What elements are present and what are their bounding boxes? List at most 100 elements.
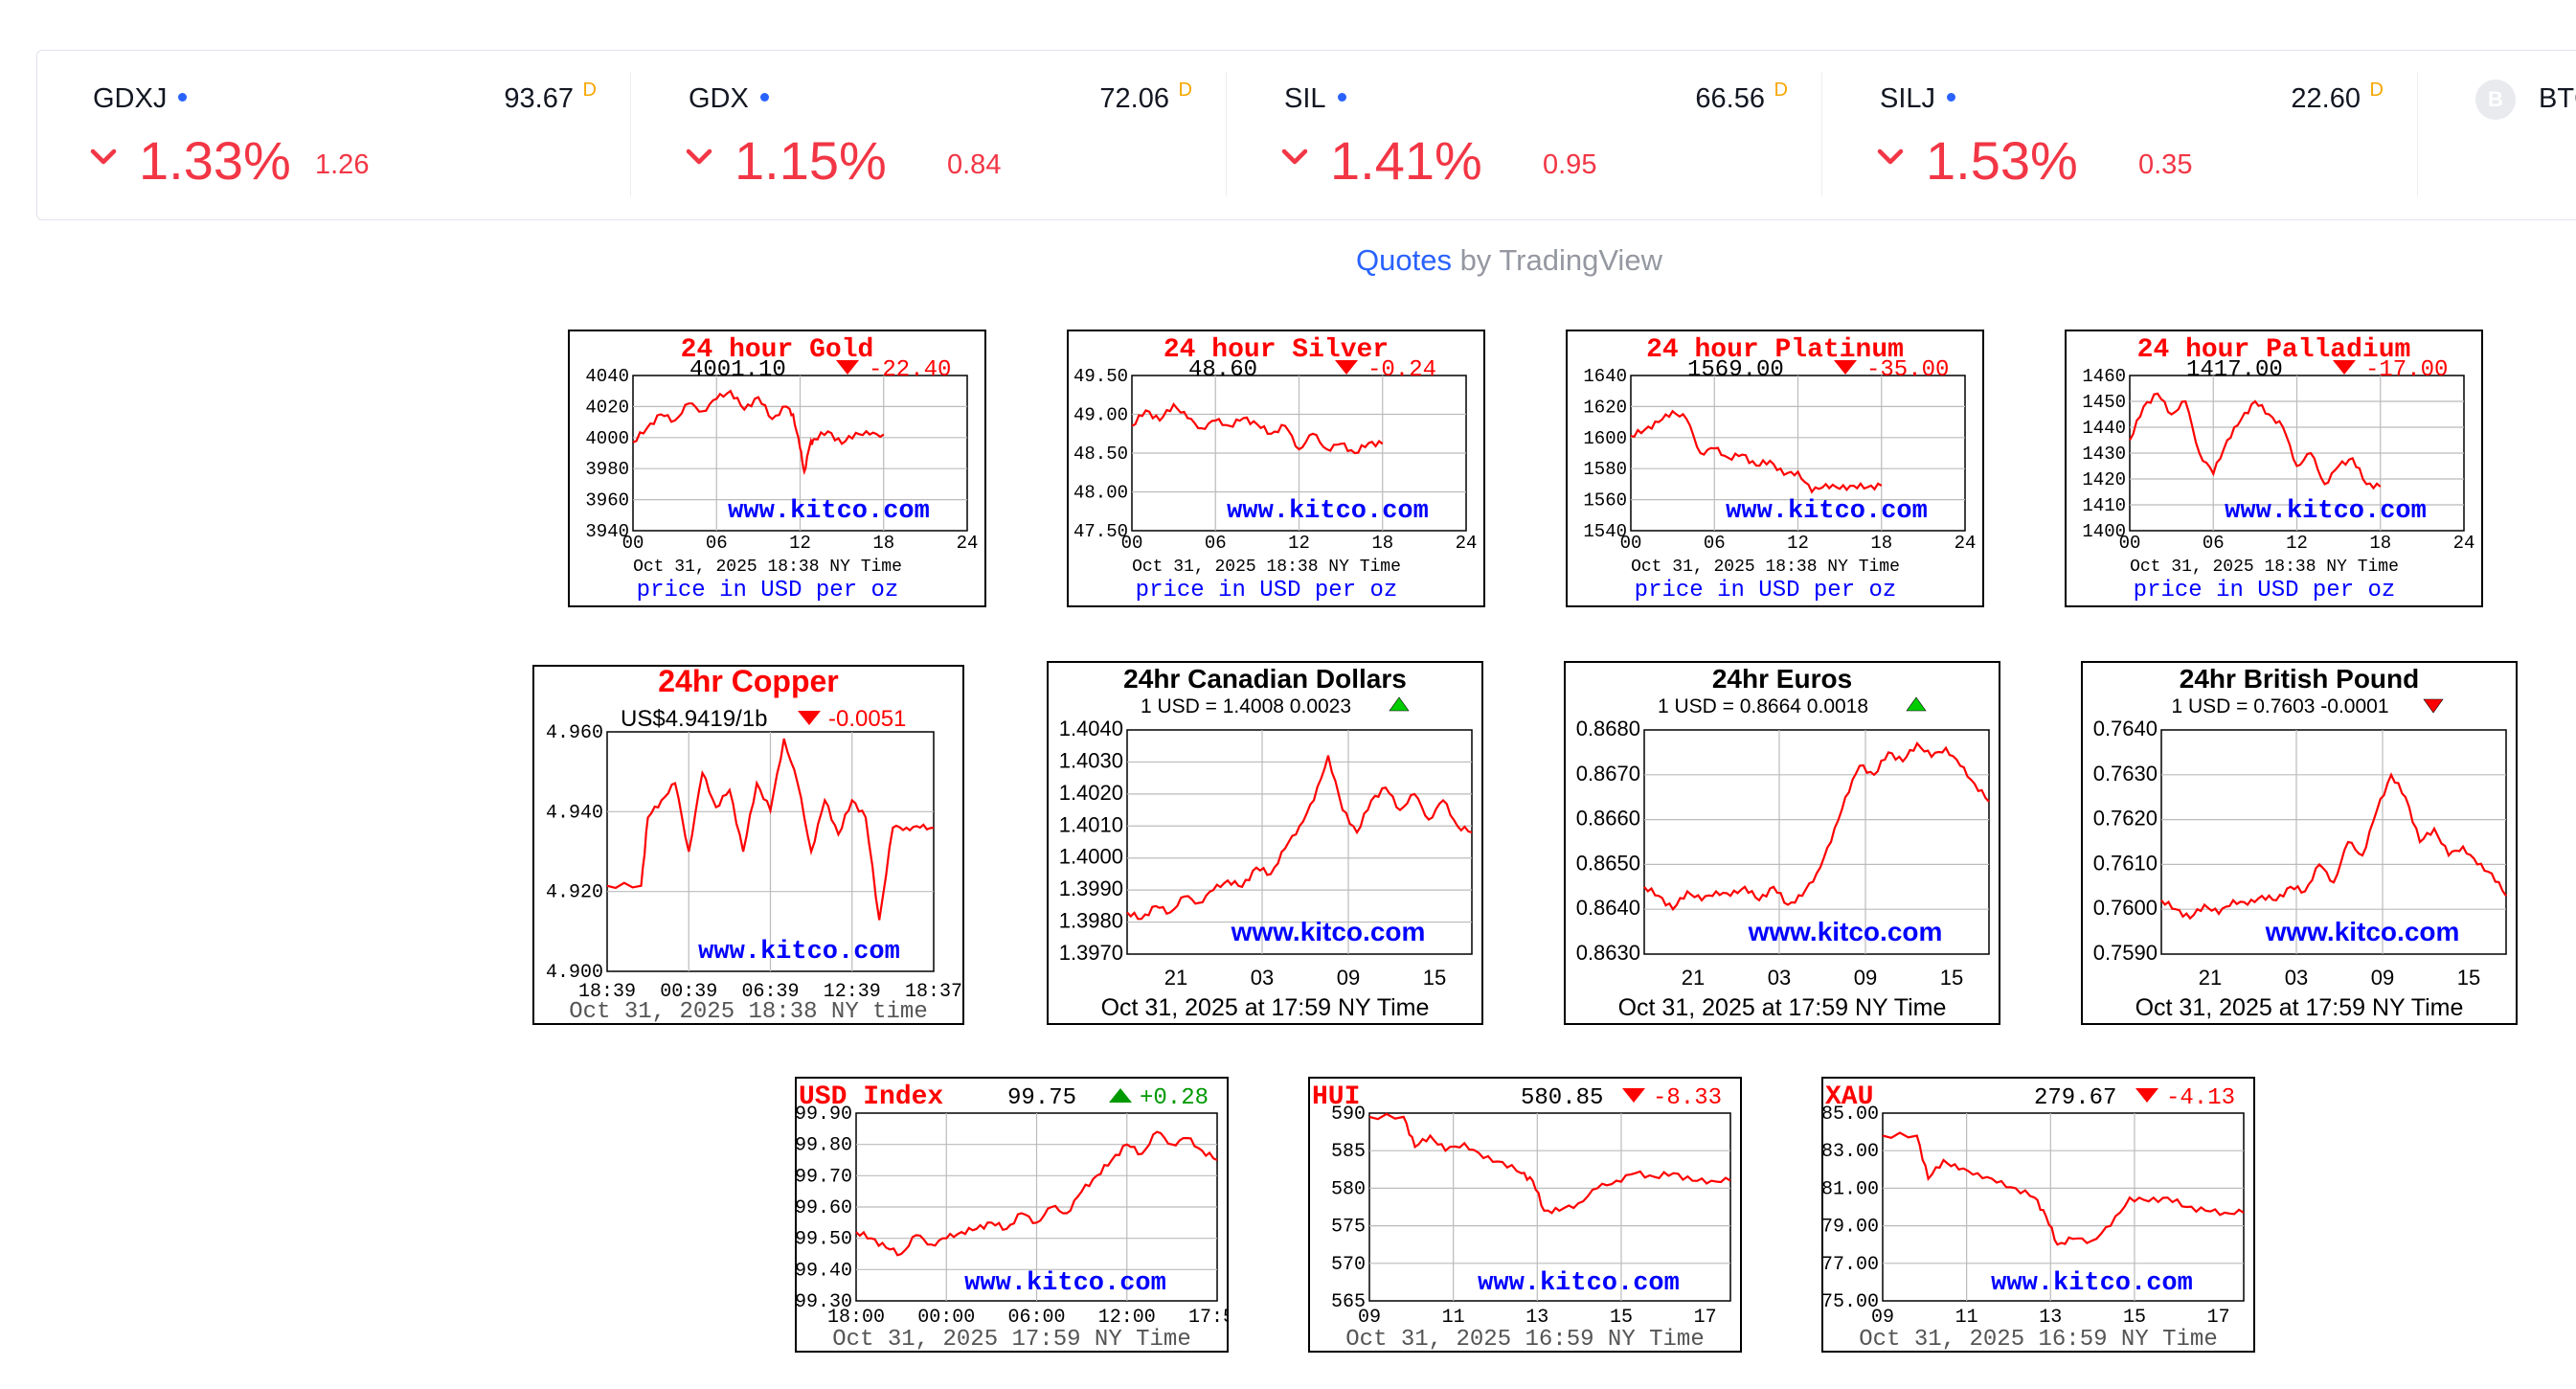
x-tick-label: 06 (1205, 533, 1227, 554)
y-tick-label: 99.90 (797, 1104, 852, 1126)
series-line (1126, 755, 1473, 921)
y-tick-label: 4.940 (546, 802, 603, 824)
y-tick-label: 4.960 (546, 722, 603, 744)
x-tick-label: 03 (1251, 966, 1274, 990)
chart-date: Oct 31, 2025 at 17:59 NY Time (1618, 994, 1947, 1021)
x-tick-label: 03 (1768, 966, 1791, 990)
ticker-price: 93.67 (504, 83, 574, 114)
ticker-item-gdx[interactable]: GDX 72.06 D 1.15% 0.84 (633, 51, 1227, 219)
y-tick-label: 1540 (1583, 521, 1627, 542)
chevron-down-icon (1877, 148, 1904, 165)
chart-footer: price in USD per oz (2134, 578, 2396, 603)
y-tick-label: 1620 (1583, 397, 1627, 418)
x-tick-label: 09 (1337, 966, 1360, 990)
y-tick-label: 0.7610 (2093, 851, 2158, 875)
y-tick-label: 570 (1331, 1254, 1366, 1276)
divider (2416, 72, 2418, 196)
kitco-watermark: www.kitco.com (1748, 917, 1943, 946)
x-tick-label: 06:00 (1007, 1307, 1065, 1329)
chart-svg: 1.4040 1.4030 1.4020 1.4010 1.4000 1.3990 1.39… (1059, 664, 1473, 1021)
ticker-symbol: SILJ (1880, 83, 1936, 114)
y-tick-label: 99.70 (797, 1166, 852, 1188)
y-tick-label: 48.00 (1073, 483, 1128, 504)
y-tick-label: 99.50 (797, 1229, 852, 1251)
ticker-item-silj[interactable]: SILJ 22.60 D 1.53% 0.35 (1824, 51, 2418, 219)
down-arrow-icon (2135, 1088, 2158, 1103)
chart-price: 4001.10 (689, 357, 786, 383)
chart-british-pound[interactable]: 0.7640 0.7630 0.7620 0.7610 0.7600 0.7590 21 03… (2081, 661, 2518, 1025)
chevron-down-icon (686, 148, 712, 165)
chart-copper[interactable]: 4.960 4.940 4.920 4.900 18:39 00:39 06:39 12:39… (532, 665, 964, 1025)
chart-price: 1569.00 (1687, 357, 1784, 383)
chart-platinum[interactable]: 1640 1620 1600 1580 1560 1540 00 06 12 18 24 24 hou… (1566, 330, 1984, 607)
chart-canadian-dollar[interactable]: 1.4040 1.4030 1.4020 1.4010 1.4000 1.3990 1.39… (1047, 661, 1483, 1025)
chart-palladium[interactable]: 1460 1450 1440 1430 1420 1410 1400 00 06 12 18 24 24… (2065, 330, 2483, 607)
quotes-link[interactable]: Quotes (1356, 243, 1452, 277)
ticker-item-sil[interactable]: SIL 66.56 D 1.41% 0.95 (1229, 51, 1822, 219)
chart-title: 24hr Copper (658, 667, 838, 698)
y-tick-label: 281.00 (1823, 1178, 1879, 1200)
kitco-watermark: www.kitco.com (2265, 917, 2460, 946)
chart-svg: 0.7640 0.7630 0.7620 0.7610 0.7600 0.7590 21 03… (2093, 664, 2507, 1021)
x-tick-label: 18 (1371, 533, 1393, 554)
chart-date: Oct 31, 2025 18:38 NY Time (1132, 558, 1401, 577)
chart-hui[interactable]: 590 585 580 575 570 565 09 11 13 15 17 HUI 580.85 -8.… (1308, 1077, 1742, 1353)
x-tick-label: 06 (706, 533, 728, 554)
x-tick-label: 13 (1525, 1307, 1548, 1329)
chart-change: -35.00 (1866, 357, 1949, 383)
x-tick-label: 12 (1787, 533, 1809, 554)
down-arrow-icon (1622, 1088, 1645, 1103)
market-status-dot (1947, 92, 1956, 102)
delayed-marker: D (2369, 80, 2384, 101)
chart-footer: price in USD per oz (1635, 578, 1897, 603)
ticker-percent-change: 1.33% (139, 130, 291, 191)
plot-area (1643, 729, 1990, 955)
y-tick-label: 0.7600 (2093, 896, 2158, 920)
y-tick-label: 4020 (585, 397, 629, 418)
x-tick-label: 09 (1871, 1307, 1894, 1329)
x-tick-label: 11 (1442, 1307, 1465, 1329)
x-tick-label: 15 (1610, 1307, 1633, 1329)
chart-gold[interactable]: 4040 4020 4000 3980 3960 3940 00 06 12 18 24 24 hou… (568, 330, 986, 607)
x-tick-label: 21 (1682, 966, 1705, 990)
kitco-watermark: www.kitco.com (1227, 497, 1429, 526)
y-tick-label: 4000 (585, 428, 629, 449)
down-arrow-icon (2423, 698, 2444, 714)
x-tick-label: 00:00 (917, 1307, 975, 1329)
y-tick-label: 575 (1331, 1217, 1366, 1239)
ticker-item-gdxj[interactable]: GDXJ 93.67 D 1.33% 1.26 (37, 51, 631, 219)
series-line (606, 738, 935, 921)
chart-title: 24 hour Silver (1164, 335, 1389, 365)
chart-silver[interactable]: 49.50 49.00 48.50 48.00 47.50 00 06 12 18 24 24 ho… (1067, 330, 1485, 607)
y-tick-label: 1.4010 (1059, 812, 1123, 836)
bitcoin-logo-icon: B (2475, 80, 2516, 120)
chart-usd-index[interactable]: 99.90 99.80 99.70 99.60 99.50 99.40 99.30 18:00… (795, 1077, 1229, 1353)
y-tick-label: 3980 (585, 459, 629, 480)
chart-price: 48.60 (1188, 357, 1257, 383)
chart-euro[interactable]: 0.8680 0.8670 0.8660 0.8650 0.8640 0.8630 21 03… (1564, 661, 2000, 1025)
x-tick-label: 09 (2371, 966, 2394, 990)
kitco-watermark: www.kitco.com (964, 1269, 1166, 1298)
chart-title: 24hr Euros (1712, 664, 1852, 694)
down-arrow-icon (1834, 360, 1857, 375)
y-tick-label: 1.3980 (1059, 909, 1123, 933)
chart-title: USD Index (799, 1082, 943, 1112)
y-tick-label: 0.8660 (1576, 807, 1640, 831)
y-tick-label: 4.920 (546, 882, 603, 904)
chart-title: 24 hour Gold (681, 335, 874, 365)
chart-change: +0.28 (1140, 1085, 1209, 1111)
y-tick-label: 1.4000 (1059, 845, 1123, 869)
x-tick-label: 03 (2285, 966, 2308, 990)
chart-date: Oct 31, 2025 18:38 NY time (569, 999, 927, 1023)
down-arrow-icon (1335, 360, 1358, 375)
chart-price: US$4.9419/1b (621, 706, 767, 732)
chart-date: Oct 31, 2025 16:59 NY Time (1859, 1327, 2217, 1351)
chart-title: 24 hour Palladium (2137, 335, 2411, 365)
y-tick-label: 1580 (1583, 459, 1627, 480)
chart-change: -4.13 (2166, 1085, 2235, 1111)
ticker-item-btc[interactable]: B BTC (2420, 51, 2576, 219)
